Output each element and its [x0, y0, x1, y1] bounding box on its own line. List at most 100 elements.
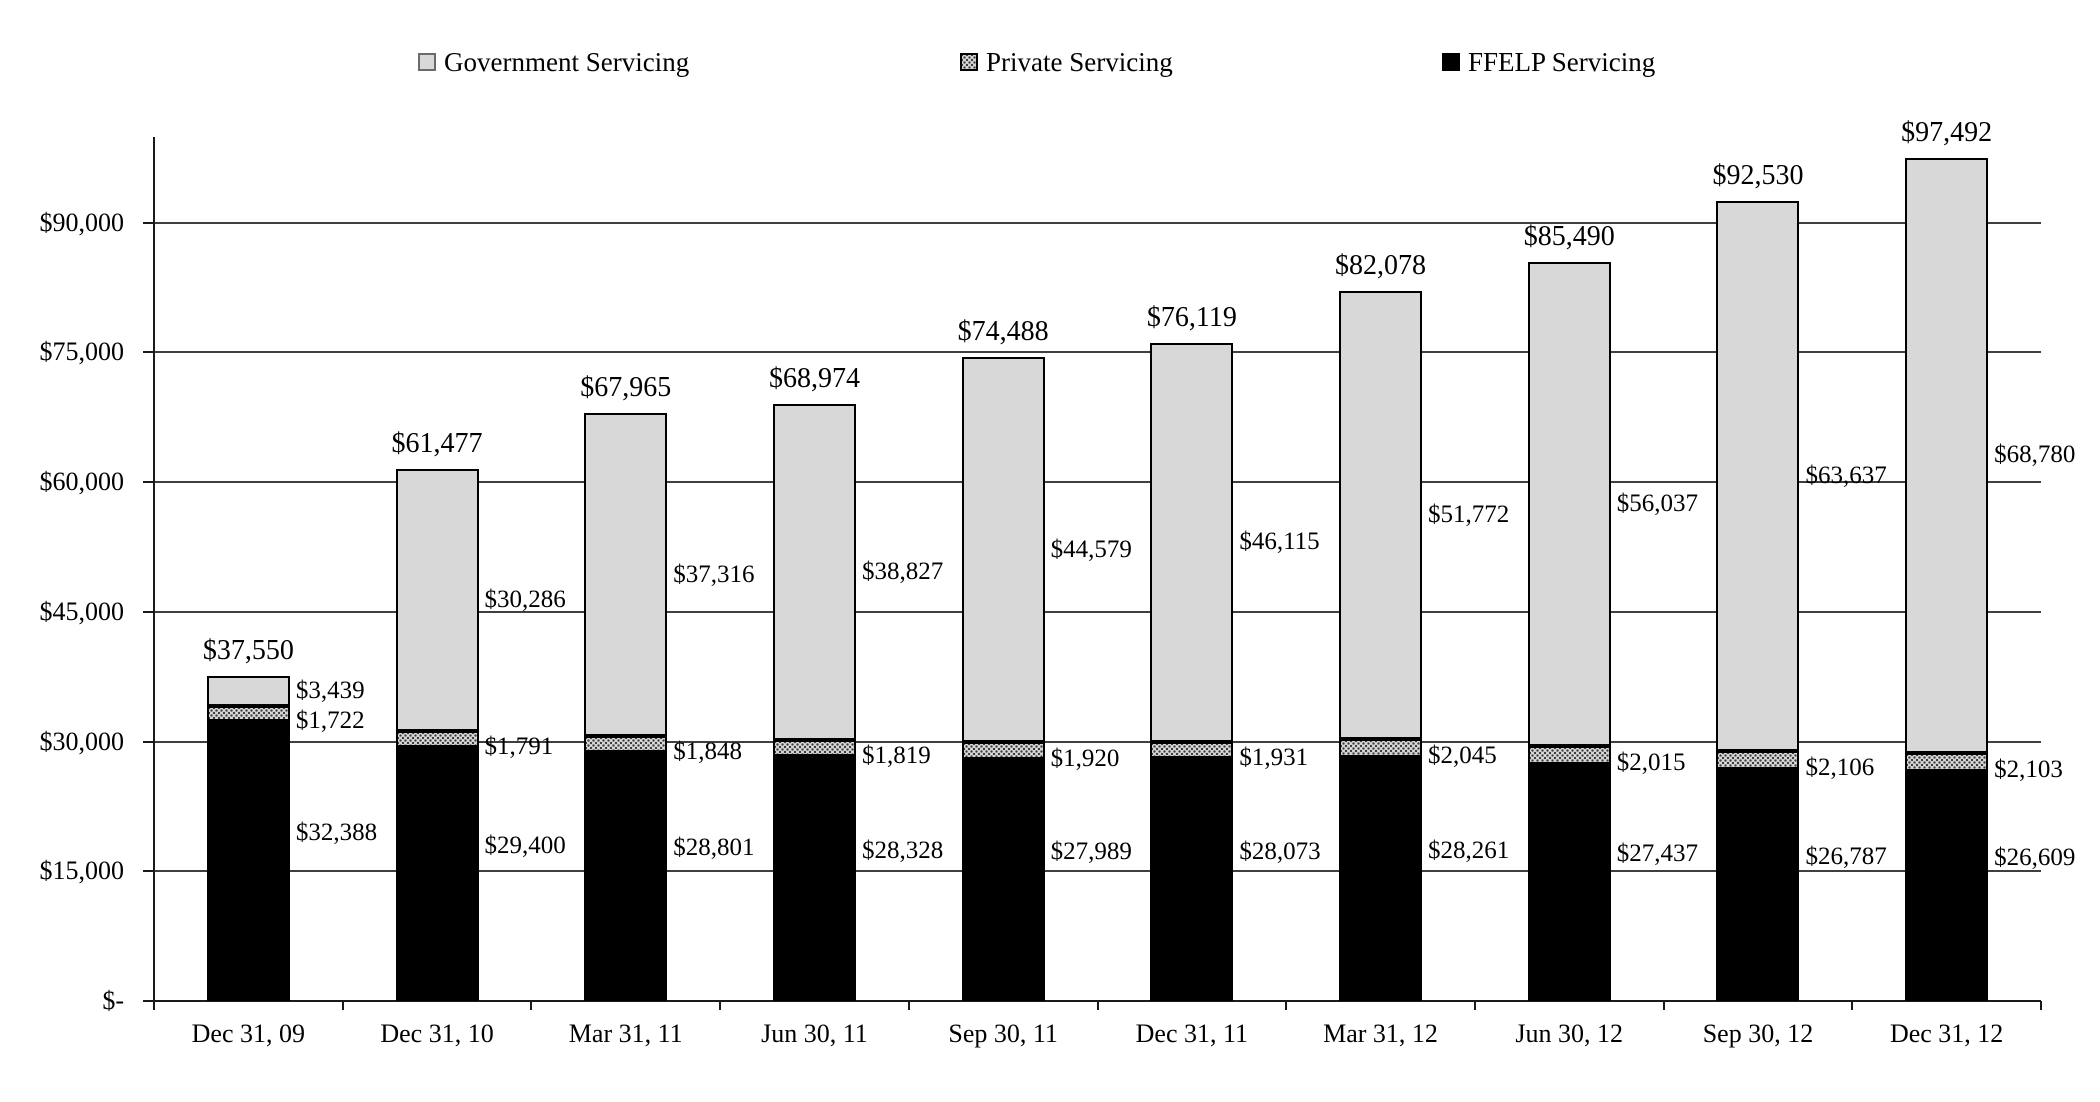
x-axis-label: Dec 31, 09	[191, 1019, 306, 1048]
segment-value-label-government: $38,827	[861, 558, 944, 586]
bar-segment-private	[584, 735, 668, 752]
bar-segment-ffelp	[1150, 758, 1234, 1001]
segment-value-label-ffelp: $28,328	[861, 836, 944, 864]
gridline	[154, 740, 2041, 743]
bar-total-label: $68,974	[768, 363, 860, 395]
x-axis-label: Jun 30, 11	[761, 1019, 868, 1048]
y-axis-tick-label: $75,000	[39, 337, 125, 367]
segment-value-label-ffelp: $28,073	[1239, 837, 1321, 865]
segment-value-label-private: $1,791	[484, 732, 554, 760]
x-axis-label: Mar 31, 11	[568, 1019, 683, 1048]
chart-legend: Government Servicing Private Servicing F…	[0, 44, 2100, 84]
segment-value-label-government: $68,780	[1994, 441, 2076, 469]
legend-label-private: Private Servicing	[986, 47, 1173, 77]
bar-segment-government	[1716, 200, 1800, 752]
bar-total-label: $74,488	[957, 315, 1049, 347]
y-axis-line	[153, 137, 155, 1001]
gridline	[154, 481, 2041, 484]
segment-value-label-ffelp: $27,437	[1616, 840, 1698, 868]
y-axis-tick	[143, 870, 154, 873]
y-axis-tick-label: $15,000	[39, 856, 125, 886]
x-axis-tick	[1096, 1001, 1099, 1010]
segment-value-label-ffelp: $27,989	[1050, 837, 1132, 865]
segment-value-label-private: $1,722	[295, 707, 365, 735]
bar-segment-government	[1905, 157, 1989, 753]
ffelp-servicing-swatch-icon	[1442, 53, 1460, 71]
bar-segment-private	[1905, 752, 1989, 771]
x-axis-tick	[1285, 1001, 1288, 1010]
bar-segment-private	[1716, 751, 1800, 770]
y-axis-tick	[143, 351, 154, 354]
segment-value-label-government: $56,037	[1616, 489, 1698, 517]
segment-value-label-private: $1,848	[673, 737, 742, 765]
y-axis-tick-label: $-	[102, 986, 124, 1015]
y-axis-tick-label: $90,000	[39, 207, 125, 237]
x-axis-tick	[2040, 1001, 2042, 1010]
segment-value-label-ffelp: $26,787	[1805, 843, 1887, 871]
bar-segment-private	[961, 742, 1045, 759]
x-axis-tick	[153, 1001, 155, 1010]
legend-label-ffelp: FFELP Servicing	[1468, 47, 1656, 77]
x-axis-label: Dec 31, 10	[380, 1019, 494, 1048]
segment-value-label-private: $2,045	[1428, 741, 1497, 769]
bar-total-label: $92,530	[1712, 159, 1804, 191]
bar-segment-ffelp	[395, 746, 479, 1001]
segment-value-label-government: $30,286	[484, 586, 566, 614]
y-axis-tick	[143, 610, 154, 613]
y-axis-tick	[143, 740, 154, 743]
segment-value-label-ffelp: $29,400	[484, 831, 566, 859]
x-axis-tick	[530, 1001, 533, 1010]
bar-total-label: $76,119	[1146, 301, 1237, 333]
bar-segment-ffelp	[584, 751, 668, 1001]
segment-value-label-government: $3,439	[295, 677, 365, 705]
bar-segment-ffelp	[1905, 770, 1989, 1001]
segment-value-label-government: $46,115	[1239, 528, 1320, 556]
x-axis-label: Dec 31, 12	[1889, 1019, 2004, 1048]
bar-segment-government	[772, 404, 856, 741]
bar-segment-government	[395, 469, 479, 732]
bar-segment-ffelp	[1527, 763, 1611, 1001]
segment-value-label-ffelp: $28,801	[673, 834, 755, 862]
bar-segment-government	[1150, 342, 1234, 742]
segment-value-label-private: $2,106	[1805, 754, 1875, 782]
x-axis-tick	[907, 1001, 910, 1010]
bar-segment-government	[1527, 261, 1611, 747]
segment-value-label-government: $44,579	[1050, 535, 1132, 563]
bar-total-label: $97,492	[1901, 116, 1993, 148]
segment-value-label-government: $63,637	[1805, 461, 1887, 489]
bar-segment-ffelp	[1716, 769, 1800, 1001]
gridline	[154, 351, 2041, 354]
y-axis-tick-label: $30,000	[39, 726, 125, 756]
bar-total-label: $37,550	[202, 635, 294, 667]
government-servicing-swatch-icon	[418, 53, 436, 71]
bar-segment-private	[772, 740, 856, 756]
gridline	[154, 221, 2041, 224]
bar-segment-private	[206, 705, 290, 721]
segment-value-label-government: $51,772	[1428, 501, 1510, 528]
x-axis-label: Sep 30, 11	[948, 1019, 1058, 1048]
legend-label-government: Government Servicing	[444, 47, 690, 77]
x-axis-tick	[341, 1001, 344, 1010]
x-axis-tick	[1473, 1001, 1476, 1010]
y-axis-tick	[143, 221, 154, 224]
segment-value-label-ffelp: $32,388	[295, 818, 378, 846]
x-axis-label: Dec 31, 11	[1135, 1019, 1249, 1048]
bar-segment-ffelp	[1339, 756, 1423, 1001]
bar-segment-private	[1339, 738, 1423, 757]
bar-segment-government	[1339, 291, 1423, 739]
bar-segment-private	[395, 731, 479, 747]
private-servicing-swatch-icon	[960, 53, 978, 71]
gridline	[154, 610, 2041, 613]
x-axis-line	[143, 1000, 2041, 1002]
bar-segment-government	[584, 413, 668, 736]
segment-value-label-private: $1,920	[1050, 744, 1120, 772]
bar-segment-ffelp	[961, 758, 1045, 1001]
x-axis-label: Mar 31, 12	[1323, 1019, 1438, 1048]
bar-segment-government	[206, 676, 290, 706]
bar-segment-ffelp	[206, 720, 290, 1001]
x-axis-tick	[1662, 1001, 1665, 1010]
bar-segment-ffelp	[772, 756, 856, 1001]
segment-value-label-private: $1,931	[1239, 743, 1309, 771]
x-axis-tick	[719, 1001, 722, 1010]
gridline	[154, 870, 2041, 873]
